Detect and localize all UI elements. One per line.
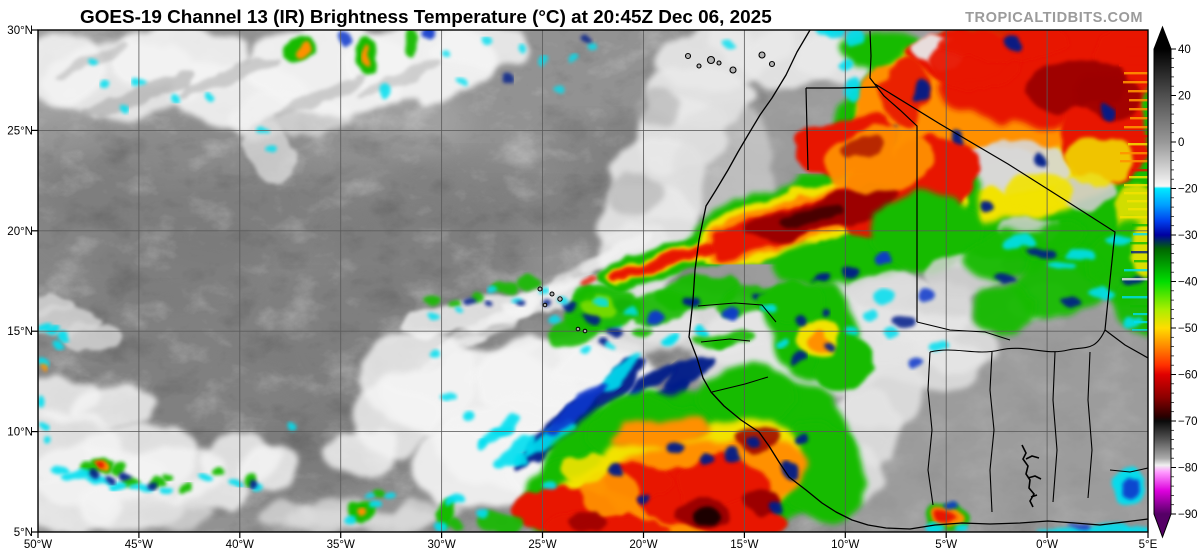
svg-text:5°N: 5°N [14,527,33,539]
svg-text:40°W: 40°W [226,539,254,551]
svg-text:TROPICALTIDBITS.COM: TROPICALTIDBITS.COM [965,10,1143,26]
svg-text:5°W: 5°W [935,539,957,551]
svg-text:10°N: 10°N [7,427,33,439]
svg-text:0: 0 [1178,137,1184,149]
svg-text:15°N: 15°N [7,326,33,338]
svg-text:−90: −90 [1178,509,1198,521]
svg-text:−20: −20 [1178,184,1198,196]
svg-text:−30: −30 [1178,230,1198,242]
svg-text:0°W: 0°W [1036,539,1058,551]
svg-text:30°W: 30°W [427,539,455,551]
svg-text:30°N: 30°N [7,25,33,37]
svg-text:10°W: 10°W [831,539,859,551]
svg-text:GOES-19 Channel 13 (IR) Bright: GOES-19 Channel 13 (IR) Brightness Tempe… [80,7,772,28]
svg-text:20°N: 20°N [7,226,33,238]
svg-text:40: 40 [1178,44,1191,56]
svg-text:25°N: 25°N [7,125,33,137]
svg-text:20°W: 20°W [629,539,657,551]
svg-text:15°W: 15°W [730,539,758,551]
svg-text:25°W: 25°W [528,539,556,551]
svg-text:45°W: 45°W [125,539,153,551]
svg-text:50°W: 50°W [24,539,52,551]
svg-text:5°E: 5°E [1139,539,1158,551]
svg-text:−50: −50 [1178,323,1198,335]
svg-text:20: 20 [1178,91,1191,103]
svg-text:−60: −60 [1178,370,1198,382]
svg-text:−70: −70 [1178,416,1198,428]
svg-text:−80: −80 [1178,463,1198,475]
svg-text:35°W: 35°W [327,539,355,551]
svg-text:−40: −40 [1178,277,1198,289]
